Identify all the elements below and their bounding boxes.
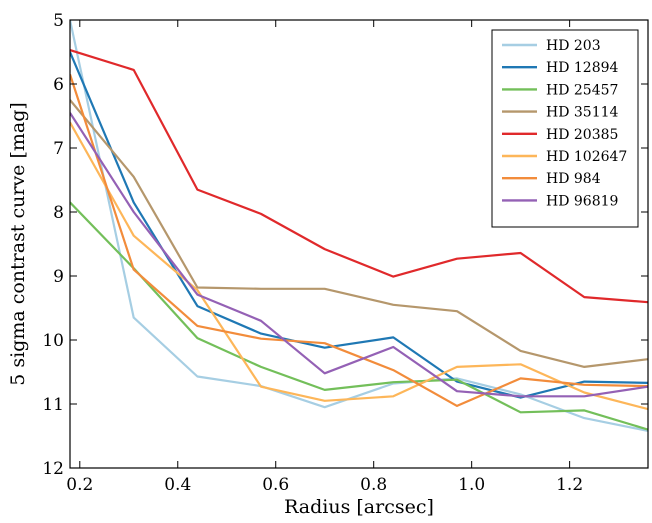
y-tick-label: 11 [42, 395, 64, 415]
series-line-hd-102647 [70, 121, 648, 411]
y-axis-title: 5 sigma contrast curve [mag] [7, 102, 29, 386]
legend-label: HD 102647 [546, 149, 627, 165]
legend-label: HD 12894 [546, 60, 619, 76]
legend-label: HD 25457 [546, 82, 618, 98]
y-tick-label: 10 [42, 331, 64, 351]
y-tick-label: 5 [53, 11, 64, 31]
x-tick-label: 1.0 [458, 475, 485, 495]
y-tick-label: 6 [53, 75, 64, 95]
x-tick-label: 0.2 [66, 475, 93, 495]
series-line-hd-96819 [70, 112, 648, 398]
y-tick-label: 7 [53, 139, 64, 159]
plot-frame [69, 19, 649, 469]
y-tick-label: 12 [42, 459, 64, 479]
y-tick-label: 8 [53, 203, 64, 223]
legend-label: HD 20385 [546, 127, 618, 143]
series-layer [70, 20, 648, 432]
series-line-hd-20385 [70, 49, 648, 304]
series-line-hd-25457 [70, 201, 648, 431]
legend-label: HD 35114 [546, 105, 619, 121]
legend-label: HD 984 [546, 171, 601, 187]
x-tick-label: 0.4 [164, 475, 191, 495]
y-tick-label: 9 [53, 267, 64, 287]
x-axis-title: Radius [arcsec] [284, 496, 434, 518]
legend-label: HD 96819 [546, 193, 618, 209]
x-tick-label: 0.8 [360, 475, 387, 495]
x-tick-label: 0.6 [262, 475, 289, 495]
x-tick-label: 1.2 [556, 475, 583, 495]
series-line-hd-35114 [70, 99, 648, 368]
series-line-hd-203 [70, 20, 648, 432]
legend-box [491, 29, 639, 228]
legend: HD 203 HD 12894 HD 25457 HD 35114 HD 20385 HD… [491, 29, 639, 228]
series-line-hd-984 [70, 74, 648, 407]
legend-label: HD 203 [546, 38, 601, 54]
ticks-layer: 0.2 0.4 0.6 0.8 1.0 1.2 5 6 7 8 9 10 11 12 [42, 11, 648, 495]
